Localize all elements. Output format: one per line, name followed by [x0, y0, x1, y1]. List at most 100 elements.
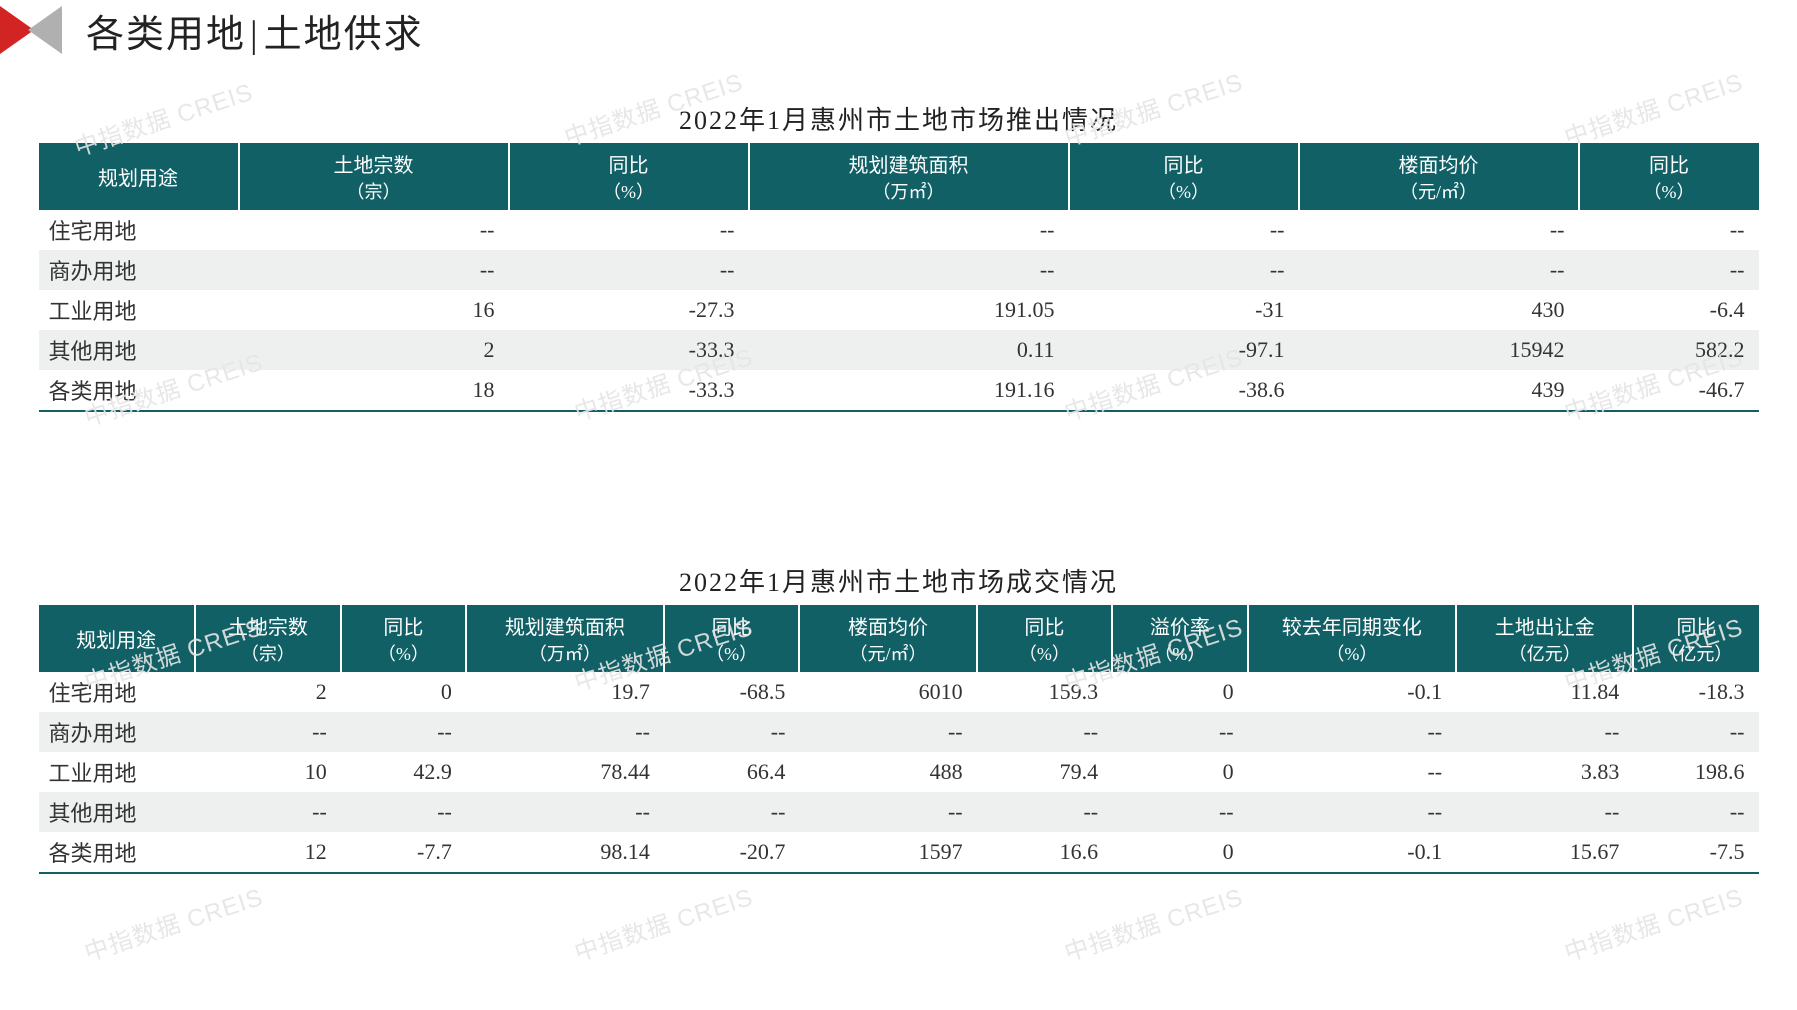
table2-header-6: 同比（%） — [977, 605, 1113, 672]
table2-cell: -- — [1248, 712, 1456, 752]
table2-cell: -- — [466, 712, 664, 752]
table2-cell: -- — [341, 712, 466, 752]
table2-cell: -20.7 — [664, 832, 800, 873]
table1-cell: -- — [239, 210, 509, 250]
table2-cell: 1597 — [799, 832, 976, 873]
table2-cell: 78.44 — [466, 752, 664, 792]
table2-cell: -- — [1456, 792, 1633, 832]
table2-cell: 98.14 — [466, 832, 664, 873]
table1-cell: -- — [749, 250, 1069, 290]
table2-header-7-l2: （%） — [1117, 640, 1243, 666]
table2-header-0-l1: 规划用途 — [76, 630, 156, 652]
table2-cell: -- — [799, 712, 976, 752]
table1-row: 各类用地18-33.3191.16-38.6439-46.7 — [39, 370, 1759, 411]
table1-header-4: 同比（%） — [1069, 143, 1299, 210]
table1-header-2: 同比（%） — [509, 143, 749, 210]
table2-row: 其他用地-------------------- — [39, 792, 1759, 832]
table2-header-3: 规划建筑面积（万㎡） — [466, 605, 664, 672]
table2-header-7-l1: 溢价率 — [1150, 617, 1210, 639]
table2-row: 住宅用地2019.7-68.56010159.30-0.111.84-18.3 — [39, 672, 1759, 712]
table2-header-2-l2: （%） — [346, 640, 461, 666]
table2-row: 商办用地-------------------- — [39, 712, 1759, 752]
table2-cell: 12 — [195, 832, 341, 873]
table1-header-6-l2: （%） — [1584, 178, 1755, 204]
table1-cell: 商办用地 — [39, 250, 239, 290]
watermark-text: 中指数据 CREIS — [79, 877, 267, 968]
table2-header-1: 土地宗数（宗） — [195, 605, 341, 672]
table1-cell: -33.3 — [509, 370, 749, 411]
table2-cell: -- — [1112, 792, 1248, 832]
page-root: 各类用地|土地供求 2022年1月惠州市土地市场推出情况 规划用途土地宗数（宗）… — [0, 0, 1797, 1010]
table2-cell: 79.4 — [977, 752, 1113, 792]
table1-cell: 439 — [1299, 370, 1579, 411]
table1-header-1-l1: 土地宗数 — [334, 155, 414, 177]
table1-cell: 工业用地 — [39, 290, 239, 330]
table2-header-4-l2: （%） — [669, 640, 795, 666]
table2-cell: 16.6 — [977, 832, 1113, 873]
table1-cell: 住宅用地 — [39, 210, 239, 250]
table1-row: 住宅用地------------ — [39, 210, 1759, 250]
table2-row: 各类用地12-7.798.14-20.7159716.60-0.115.67-7… — [39, 832, 1759, 873]
watermark-text: 中指数据 CREIS — [1559, 877, 1747, 968]
table1-header-4-l2: （%） — [1074, 178, 1294, 204]
table1-row: 其他用地2-33.30.11-97.115942582.2 — [39, 330, 1759, 370]
table1-cell: -6.4 — [1579, 290, 1759, 330]
table1-header-0: 规划用途 — [39, 143, 239, 210]
table1-header-2-l2: （%） — [514, 178, 744, 204]
table1-header-3-l1: 规划建筑面积 — [849, 155, 969, 177]
table1-cell: -- — [1069, 250, 1299, 290]
table1-cell: -31 — [1069, 290, 1299, 330]
table2-header-5-l2: （元/㎡） — [804, 640, 971, 666]
table1-header-5: 楼面均价（元/㎡） — [1299, 143, 1579, 210]
table2-row: 工业用地1042.978.4466.448879.40--3.83198.6 — [39, 752, 1759, 792]
table2-cell: 488 — [799, 752, 976, 792]
table2-title: 2022年1月惠州市土地市场成交情况 — [0, 562, 1797, 599]
table2: 规划用途土地宗数（宗）同比（%）规划建筑面积（万㎡）同比（%）楼面均价（元/㎡）… — [39, 605, 1759, 874]
table2-cell: 198.6 — [1633, 752, 1758, 792]
table2-header-8: 较去年同期变化（%） — [1248, 605, 1456, 672]
table2-header-10-l2: （亿元） — [1638, 640, 1754, 666]
table1-cell: 430 — [1299, 290, 1579, 330]
table1-cell: 其他用地 — [39, 330, 239, 370]
table1-cell: -- — [749, 210, 1069, 250]
table1-header-6-l1: 同比 — [1649, 155, 1689, 177]
table2-cell: 0 — [1112, 752, 1248, 792]
page-header: 各类用地|土地供求 — [0, 0, 1797, 60]
table2-header-7: 溢价率（%） — [1112, 605, 1248, 672]
table1-cell: 191.16 — [749, 370, 1069, 411]
table2-header-3-l1: 规划建筑面积 — [505, 617, 625, 639]
table2-cell: 159.3 — [977, 672, 1113, 712]
table1-header-1-l2: （宗） — [244, 178, 504, 204]
table1-cell: -- — [1299, 210, 1579, 250]
table2-cell: 商办用地 — [39, 712, 195, 752]
table2-cell: -- — [1456, 712, 1633, 752]
table1-cell: 18 — [239, 370, 509, 411]
table2-cell: -- — [195, 712, 341, 752]
table2-header-2-l1: 同比 — [383, 617, 423, 639]
table1-header-5-l1: 楼面均价 — [1399, 155, 1479, 177]
table2-cell: -- — [1248, 752, 1456, 792]
table1-cell: 2 — [239, 330, 509, 370]
table2-header-9-l1: 土地出让金 — [1495, 617, 1595, 639]
table1-cell: 各类用地 — [39, 370, 239, 411]
title-separator: | — [250, 14, 260, 56]
table2-cell: 6010 — [799, 672, 976, 712]
table1-header-0-l1: 规划用途 — [98, 168, 178, 190]
table1-header-3-l2: （万㎡） — [754, 178, 1064, 204]
table1-title: 2022年1月惠州市土地市场推出情况 — [0, 100, 1797, 137]
table2-cell: 3.83 — [1456, 752, 1633, 792]
table1-cell: -27.3 — [509, 290, 749, 330]
table1-cell: 15942 — [1299, 330, 1579, 370]
table2-cell: -- — [799, 792, 976, 832]
table2-cell: 19.7 — [466, 672, 664, 712]
table2-header-4-l1: 同比 — [712, 617, 752, 639]
table1-header-1: 土地宗数（宗） — [239, 143, 509, 210]
table2-cell: 2 — [195, 672, 341, 712]
table2-cell: -- — [1112, 712, 1248, 752]
table2-header-1-l1: 土地宗数 — [228, 617, 308, 639]
table2-cell: 住宅用地 — [39, 672, 195, 712]
table2-header-8-l2: （%） — [1253, 640, 1451, 666]
table1-cell: 0.11 — [749, 330, 1069, 370]
table2-header-6-l1: 同比 — [1024, 617, 1064, 639]
table1-cell: -- — [1299, 250, 1579, 290]
